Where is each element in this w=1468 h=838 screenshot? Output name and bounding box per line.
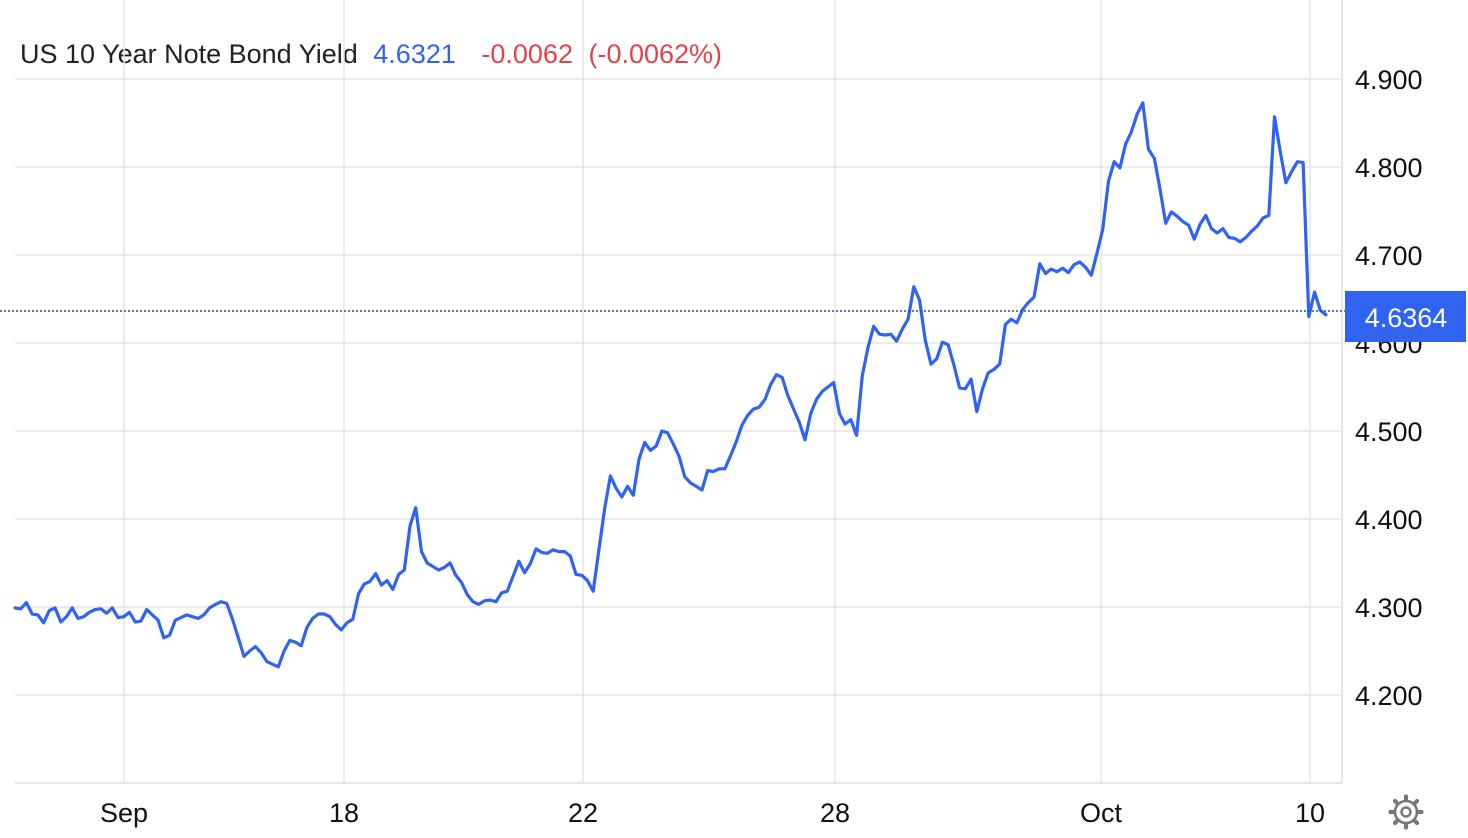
series-line: [13, 101, 1328, 669]
x-tick-label: Oct: [1080, 798, 1123, 828]
change-value: -0.0062: [481, 39, 573, 69]
axis-layer: 4.2004.3004.4004.5004.6004.7004.8004.900…: [100, 65, 1423, 828]
change-percent: (-0.0062%): [588, 39, 722, 69]
y-tick-label: 4.400: [1355, 505, 1423, 535]
x-tick-label: 28: [820, 798, 850, 828]
chart-header: US 10 Year Note Bond Yield 4.6321 -0.006…: [20, 39, 722, 69]
current-value: 4.6321: [373, 39, 456, 69]
chart-title: US 10 Year Note Bond Yield: [20, 39, 358, 69]
line-layer: [0, 101, 1345, 669]
current-price-label: 4.6364: [1365, 303, 1448, 333]
x-tick-label: 18: [329, 798, 359, 828]
gear-icon[interactable]: [1388, 794, 1424, 830]
grid-layer: [15, 0, 1343, 784]
y-tick-label: 4.500: [1355, 417, 1423, 447]
current-price-badge-bg: [1345, 291, 1466, 342]
x-tick-label: Sep: [100, 798, 148, 828]
y-tick-label: 4.200: [1355, 681, 1423, 711]
y-tick-label: 4.300: [1355, 593, 1423, 623]
y-tick-label: 4.900: [1355, 65, 1423, 95]
x-tick-label: 22: [568, 798, 598, 828]
y-tick-label: 4.800: [1355, 153, 1423, 183]
current-price-badge: 4.6364: [1345, 291, 1466, 342]
x-tick-label: 10: [1295, 798, 1325, 828]
y-tick-label: 4.700: [1355, 241, 1423, 271]
